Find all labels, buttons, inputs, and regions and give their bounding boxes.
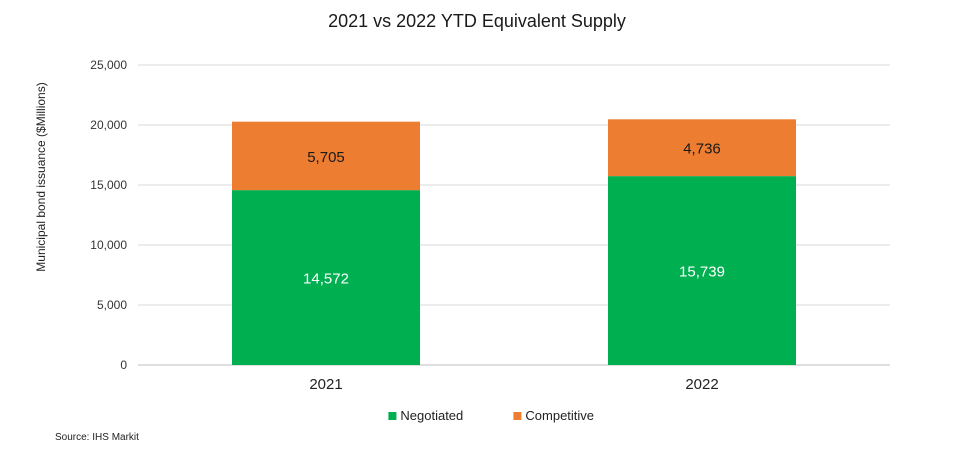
bar-negotiated-2021 <box>232 190 420 365</box>
legend-label-negotiated: Negotiated <box>400 408 463 423</box>
y-axis-ticks: 0 5,000 10,000 15,000 20,000 25,000 <box>90 58 127 372</box>
legend-swatch-competitive <box>513 412 522 420</box>
legend-swatch-negotiated <box>388 412 397 420</box>
chart-title: 2021 vs 2022 YTD Equivalent Supply <box>328 11 626 31</box>
y-tick-label: 0 <box>120 358 127 372</box>
data-label-competitive-2022: 4,736 <box>683 141 721 158</box>
source-note: Source: IHS Markit <box>55 432 139 443</box>
x-axis-ticks: 2021 2022 <box>309 376 718 393</box>
y-tick-label: 25,000 <box>90 58 127 72</box>
bar-competitive-2022 <box>608 119 796 177</box>
y-axis-label: Municipal bond issuance ($Millions) <box>34 82 48 271</box>
bars <box>232 119 796 365</box>
data-label-negotiated-2022: 15,739 <box>679 264 725 281</box>
bar-competitive-2021 <box>232 121 420 191</box>
y-tick-label: 5,000 <box>97 298 127 312</box>
data-label-competitive-2021: 5,705 <box>307 149 345 166</box>
y-tick-label: 15,000 <box>90 178 127 192</box>
legend-label-competitive: Competitive <box>525 408 594 423</box>
x-tick-label-2021: 2021 <box>309 376 342 393</box>
bar-negotiated-2022 <box>608 176 796 365</box>
data-label-negotiated-2021: 14,572 <box>303 271 349 288</box>
x-tick-label-2022: 2022 <box>685 376 718 393</box>
legend: Negotiated Competitive <box>388 408 594 423</box>
y-tick-label: 20,000 <box>90 118 127 132</box>
y-tick-label: 10,000 <box>90 238 127 252</box>
data-labels: 14,572 5,705 15,739 4,736 <box>303 141 725 288</box>
